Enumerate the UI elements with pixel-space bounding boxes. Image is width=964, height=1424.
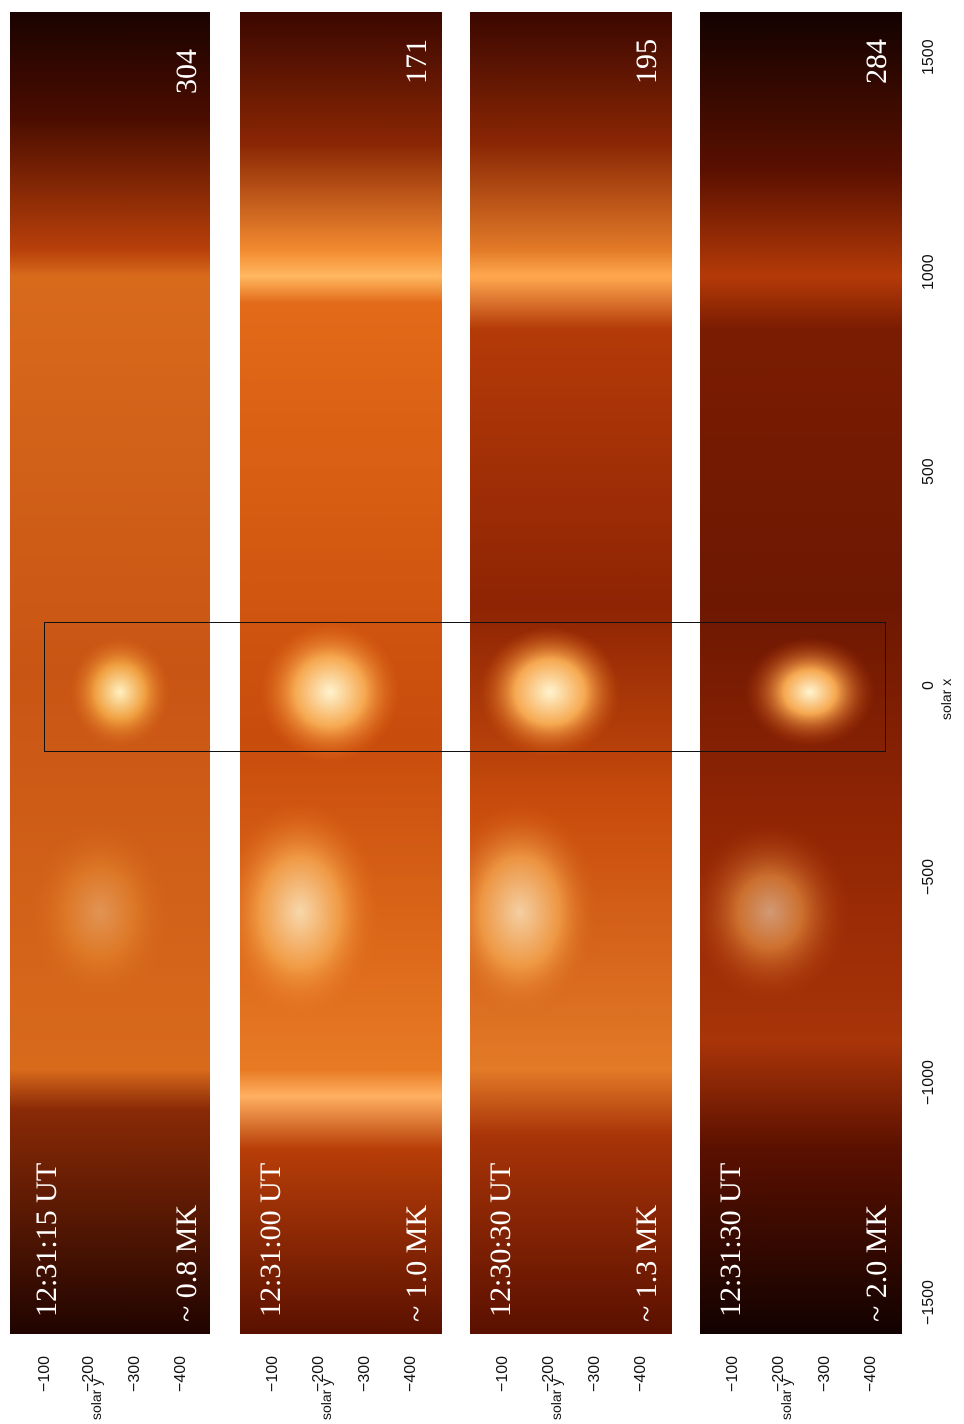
- y-tick-label: −300: [586, 1355, 603, 1392]
- temperature-label: ~ 0.8 MK: [170, 1204, 203, 1322]
- timestamp-label: 12:31:00 UT: [254, 1162, 287, 1317]
- temperature-label: ~ 1.3 MK: [630, 1204, 663, 1322]
- x-tick-label: −1000: [920, 1060, 937, 1105]
- temperature-label: ~ 1.0 MK: [400, 1204, 433, 1322]
- wavelength-label: 171: [400, 39, 433, 84]
- timestamp-label: 12:30:30 UT: [484, 1162, 517, 1317]
- wavelength-label: 284: [860, 39, 893, 84]
- y-tick-label: −300: [816, 1355, 833, 1392]
- panel-195: 12:30:30 UT ~ 1.3 MK 195: [470, 12, 672, 1334]
- timestamp-label: 12:31:15 UT: [30, 1162, 63, 1317]
- panel-304: 12:31:15 UT ~ 0.8 MK 304: [10, 12, 210, 1334]
- x-tick-label: 1000: [920, 254, 937, 290]
- wavelength-label: 304: [170, 49, 203, 94]
- wavelength-label: 195: [630, 39, 663, 84]
- y-tick-label: −100: [264, 1355, 281, 1392]
- panel-171: 12:31:00 UT ~ 1.0 MK 171: [240, 12, 442, 1334]
- x-tick-label: 1500: [920, 39, 937, 75]
- y-axis-label: solar y: [778, 1378, 794, 1420]
- timestamp-label: 12:31:30 UT: [714, 1162, 747, 1317]
- x-tick-label: −1500: [920, 1280, 937, 1325]
- x-axis-label: solar x: [938, 678, 954, 720]
- y-tick-label: −100: [36, 1355, 53, 1392]
- y-axis-label: solar y: [318, 1378, 334, 1420]
- solar-image-304: [10, 12, 210, 1334]
- solar-image-171: [240, 12, 442, 1334]
- x-tick-label: −500: [920, 858, 937, 895]
- y-axis-label: solar y: [88, 1378, 104, 1420]
- temperature-label: ~ 2.0 MK: [860, 1204, 893, 1322]
- y-tick-label: −400: [402, 1355, 419, 1392]
- solar-image-195: [470, 12, 672, 1334]
- y-tick-label: −400: [172, 1355, 189, 1392]
- x-tick-label: 0: [920, 681, 937, 690]
- x-tick-label: 500: [920, 458, 937, 485]
- y-tick-label: −300: [356, 1355, 373, 1392]
- y-tick-label: −400: [632, 1355, 649, 1392]
- y-tick-label: −300: [126, 1355, 143, 1392]
- solar-image-284: [700, 12, 902, 1334]
- y-tick-label: −100: [494, 1355, 511, 1392]
- panel-284: 12:31:30 UT ~ 2.0 MK 284: [700, 12, 902, 1334]
- y-tick-label: −100: [724, 1355, 741, 1392]
- y-axis-label: solar y: [548, 1378, 564, 1420]
- y-tick-label: −400: [862, 1355, 879, 1392]
